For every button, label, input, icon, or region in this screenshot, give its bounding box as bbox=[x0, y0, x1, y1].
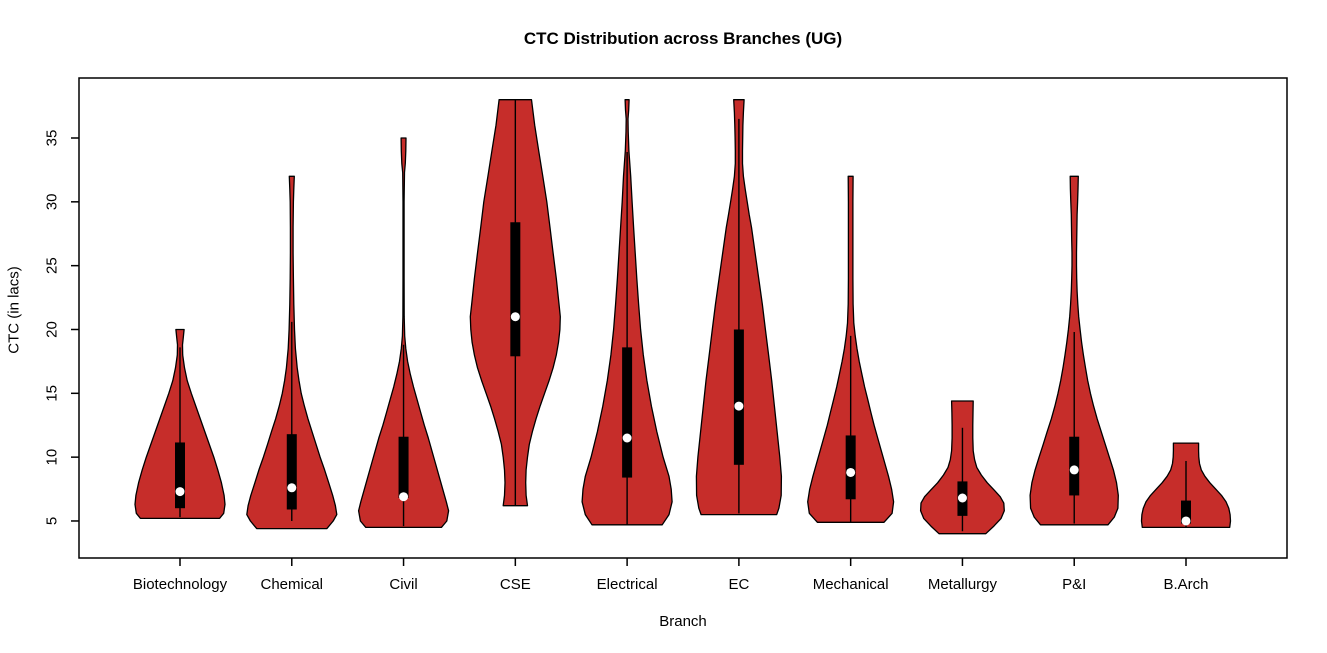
x-tick-label-cse: CSE bbox=[500, 576, 531, 593]
median-dot-chemical bbox=[287, 483, 297, 493]
y-tick-label-25: 25 bbox=[44, 257, 61, 274]
median-dot-p-i bbox=[1069, 465, 1079, 475]
iqr-box-biotechnology bbox=[175, 442, 185, 509]
iqr-box-b-arch bbox=[1181, 500, 1191, 524]
y-tick-label-10: 10 bbox=[44, 449, 61, 466]
y-axis-label: CTC (in lacs) bbox=[5, 266, 23, 354]
x-tick-label-p-i: P&I bbox=[1062, 576, 1086, 593]
x-tick-label-metallurgy: Metallurgy bbox=[928, 576, 998, 593]
x-axis-label: Branch bbox=[659, 613, 707, 630]
iqr-box-ec bbox=[733, 329, 744, 465]
median-dot-biotechnology bbox=[175, 487, 185, 497]
iqr-box-mechanical bbox=[845, 435, 856, 500]
x-tick-label-electrical: Electrical bbox=[597, 576, 658, 593]
median-dot-b-arch bbox=[1181, 516, 1191, 526]
median-dot-electrical bbox=[622, 433, 632, 443]
median-dot-metallurgy bbox=[957, 493, 967, 503]
iqr-box-chemical bbox=[286, 434, 297, 510]
violin-civil bbox=[357, 137, 450, 529]
median-dot-cse bbox=[510, 312, 520, 322]
y-tick-label-15: 15 bbox=[44, 385, 61, 402]
iqr-box-electrical bbox=[622, 347, 633, 478]
median-dot-ec bbox=[734, 401, 744, 411]
chart-title: CTC Distribution across Branches (UG) bbox=[523, 29, 843, 48]
x-tick-label-civil: Civil bbox=[389, 576, 417, 593]
median-dot-mechanical bbox=[846, 467, 856, 477]
x-tick-label-chemical: Chemical bbox=[261, 576, 324, 593]
y-tick-label-5: 5 bbox=[44, 517, 61, 525]
x-tick-label-ec: EC bbox=[728, 576, 749, 593]
y-tick-label-35: 35 bbox=[44, 130, 61, 147]
iqr-box-cse bbox=[510, 222, 521, 357]
x-tick-label-b-arch: B.Arch bbox=[1163, 576, 1208, 593]
iqr-box-civil bbox=[398, 436, 409, 498]
x-tick-label-mechanical: Mechanical bbox=[813, 576, 889, 593]
plot-border bbox=[78, 77, 1288, 559]
y-tick-label-20: 20 bbox=[44, 321, 61, 338]
median-dot-civil bbox=[399, 492, 409, 502]
x-tick-label-biotechnology: Biotechnology bbox=[133, 576, 228, 593]
y-tick-label-30: 30 bbox=[44, 193, 61, 210]
